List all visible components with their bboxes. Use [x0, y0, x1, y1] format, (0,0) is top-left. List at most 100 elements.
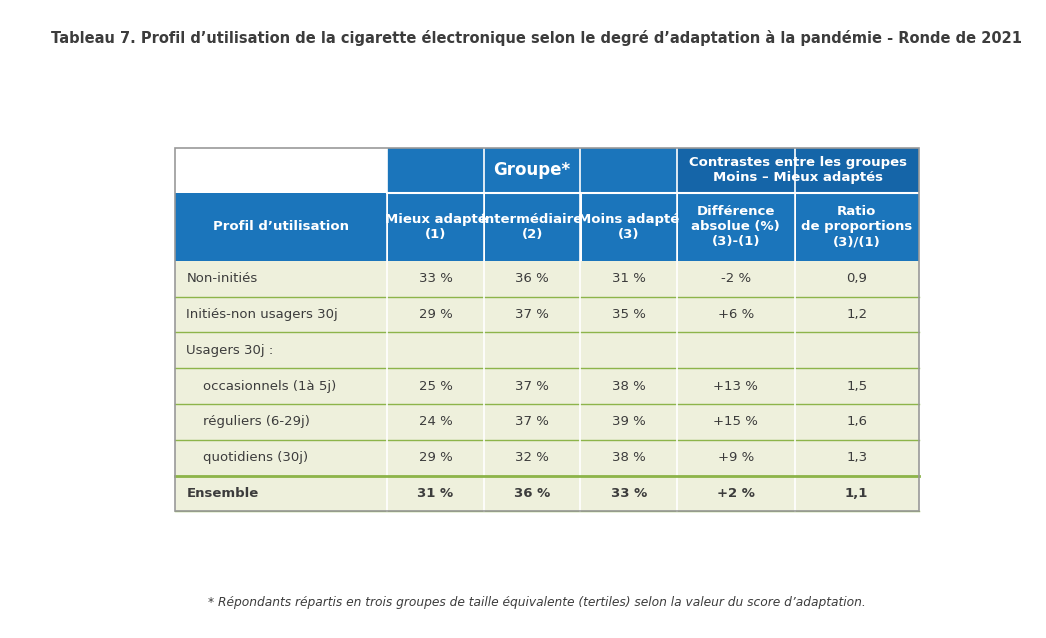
- Text: réguliers (6-29j): réguliers (6-29j): [203, 415, 310, 428]
- Text: 31 %: 31 %: [417, 487, 454, 500]
- Text: 1,6: 1,6: [846, 415, 867, 428]
- Bar: [581, 404, 677, 440]
- Bar: [387, 368, 484, 404]
- Bar: [795, 475, 918, 511]
- Bar: [581, 440, 677, 475]
- Text: Contrastes entre les groupes
Moins – Mieux adaptés: Contrastes entre les groupes Moins – Mie…: [689, 156, 907, 184]
- Text: 36 %: 36 %: [514, 487, 550, 500]
- Bar: [484, 332, 581, 368]
- Bar: [176, 332, 387, 368]
- Bar: [387, 297, 484, 332]
- Text: occasionnels (1à 5j): occasionnels (1à 5j): [203, 380, 336, 392]
- Text: Moins adapté
(3): Moins adapté (3): [578, 213, 680, 241]
- Text: Groupe*: Groupe*: [494, 161, 571, 179]
- Bar: [484, 475, 581, 511]
- Text: 38 %: 38 %: [612, 380, 645, 392]
- Text: * Répondants répartis en trois groupes de taille équivalente (tertiles) selon la: * Répondants répartis en trois groupes d…: [208, 597, 865, 609]
- Bar: [677, 297, 795, 332]
- Text: 39 %: 39 %: [612, 415, 645, 428]
- Bar: [176, 475, 387, 511]
- Bar: [795, 261, 918, 297]
- Bar: [387, 404, 484, 440]
- Bar: [795, 193, 918, 261]
- Bar: [387, 148, 677, 193]
- Bar: [484, 193, 485, 261]
- Text: +6 %: +6 %: [718, 308, 754, 321]
- Text: 31 %: 31 %: [612, 272, 645, 285]
- Bar: [176, 368, 387, 404]
- Bar: [677, 404, 795, 440]
- Text: 32 %: 32 %: [516, 451, 549, 464]
- Bar: [176, 440, 387, 475]
- Bar: [677, 332, 795, 368]
- Text: quotidiens (30j): quotidiens (30j): [203, 451, 308, 464]
- Text: 33 %: 33 %: [611, 487, 646, 500]
- Text: Initiés-non usagers 30j: Initiés-non usagers 30j: [186, 308, 338, 321]
- Text: -2 %: -2 %: [721, 272, 751, 285]
- Bar: [795, 440, 918, 475]
- Bar: [484, 404, 581, 440]
- Bar: [581, 475, 677, 511]
- Bar: [176, 148, 918, 511]
- Text: Mieux adapté
(1): Mieux adapté (1): [385, 213, 486, 241]
- Text: 33 %: 33 %: [418, 272, 453, 285]
- Bar: [484, 368, 581, 404]
- Bar: [581, 261, 677, 297]
- Text: Tableau 7. Profil d’utilisation de la cigarette électronique selon le degré d’ad: Tableau 7. Profil d’utilisation de la ci…: [51, 30, 1022, 47]
- Text: 1,1: 1,1: [845, 487, 868, 500]
- Text: 37 %: 37 %: [516, 380, 549, 392]
- Bar: [387, 475, 484, 511]
- Bar: [795, 193, 796, 261]
- Bar: [795, 297, 918, 332]
- Bar: [677, 368, 795, 404]
- Bar: [795, 368, 918, 404]
- Text: 37 %: 37 %: [516, 308, 549, 321]
- Bar: [387, 440, 484, 475]
- Bar: [387, 261, 484, 297]
- Bar: [387, 193, 388, 261]
- Bar: [484, 261, 581, 297]
- Bar: [581, 332, 677, 368]
- Text: 24 %: 24 %: [418, 415, 452, 428]
- Bar: [387, 332, 484, 368]
- Bar: [795, 404, 918, 440]
- Bar: [387, 193, 484, 261]
- Text: Usagers 30j :: Usagers 30j :: [186, 344, 274, 357]
- Bar: [176, 261, 387, 297]
- Bar: [484, 440, 581, 475]
- Text: 0,9: 0,9: [846, 272, 867, 285]
- Bar: [176, 297, 387, 332]
- Text: 35 %: 35 %: [612, 308, 645, 321]
- Text: 1,2: 1,2: [846, 308, 867, 321]
- Text: 1,3: 1,3: [846, 451, 867, 464]
- Text: +13 %: +13 %: [713, 380, 758, 392]
- Text: +15 %: +15 %: [713, 415, 758, 428]
- Bar: [484, 193, 581, 261]
- Bar: [176, 148, 387, 193]
- Text: 36 %: 36 %: [516, 272, 549, 285]
- Bar: [581, 193, 582, 261]
- Bar: [677, 148, 918, 193]
- Text: 37 %: 37 %: [516, 415, 549, 428]
- Bar: [581, 297, 677, 332]
- Bar: [795, 332, 918, 368]
- Text: 38 %: 38 %: [612, 451, 645, 464]
- Text: 25 %: 25 %: [418, 380, 453, 392]
- Text: +2 %: +2 %: [717, 487, 755, 500]
- Text: 1,5: 1,5: [846, 380, 867, 392]
- Text: Ratio
de proportions
(3)/(1): Ratio de proportions (3)/(1): [801, 205, 912, 248]
- Text: 29 %: 29 %: [418, 451, 452, 464]
- Bar: [581, 368, 677, 404]
- Text: Ensemble: Ensemble: [186, 487, 258, 500]
- Bar: [677, 440, 795, 475]
- Bar: [484, 297, 581, 332]
- Text: Non-initiés: Non-initiés: [186, 272, 257, 285]
- Bar: [677, 261, 795, 297]
- Text: 29 %: 29 %: [418, 308, 452, 321]
- Text: Différence
absolue (%)
(3)-(1): Différence absolue (%) (3)-(1): [691, 205, 780, 248]
- Bar: [677, 193, 678, 261]
- Text: Profil d’utilisation: Profil d’utilisation: [213, 220, 349, 234]
- Bar: [581, 193, 677, 261]
- Bar: [176, 404, 387, 440]
- Bar: [677, 193, 795, 261]
